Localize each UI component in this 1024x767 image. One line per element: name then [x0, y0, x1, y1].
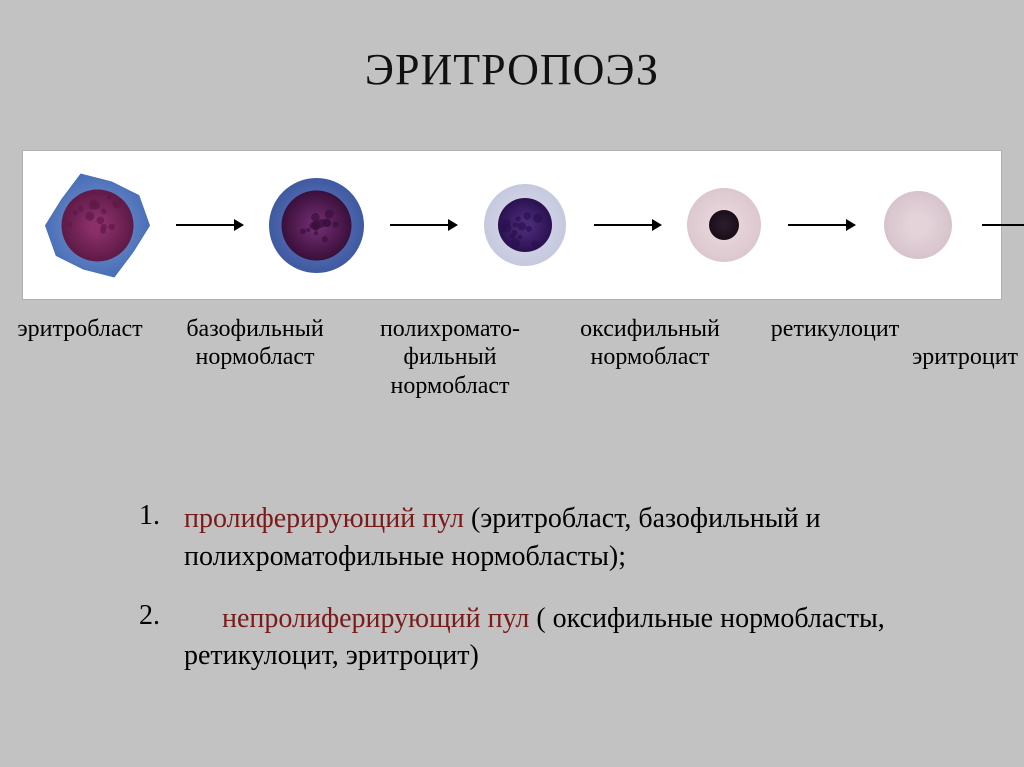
arrow-icon: [172, 215, 246, 235]
cell-label-polychromatophilic-normoblast: полихромато-фильныйнормобласт: [355, 315, 545, 400]
cell-basophilic-normoblast: [246, 150, 386, 300]
arrow-icon: [784, 215, 858, 235]
cell-label-oxyphilic-normoblast: оксифильныйнормобласт: [555, 315, 745, 372]
list-body: непролиферирующий пул ( оксифильные норм…: [184, 600, 890, 676]
list-item: 1. пролиферирующий пул (эритробласт, баз…: [110, 500, 890, 576]
list-item: 2. непролиферирующий пул ( оксифильные н…: [110, 600, 890, 676]
cell-reticulocyte: [858, 150, 978, 300]
page-title: ЭРИТРОПОЭЗ: [0, 44, 1024, 95]
cell-erythroblast: [22, 150, 172, 300]
arrow-icon: [590, 215, 664, 235]
list-highlight: непролиферирующий пул: [222, 603, 536, 634]
cell-labels: эритробластбазофильныйнормобластполихром…: [0, 315, 1024, 435]
list-body: пролиферирующий пул (эритробласт, базофи…: [184, 500, 890, 576]
slide: ЭРИТРОПОЭЗ эритробластбазофильныйнормобл…: [0, 0, 1024, 767]
cell-oxyphilic-normoblast: [664, 150, 784, 300]
cell-polychromatophilic-normoblast: [460, 150, 590, 300]
cell-sequence: [22, 150, 1002, 300]
cell-label-basophilic-normoblast: базофильныйнормобласт: [165, 315, 345, 372]
cell-label-erythroblast: эритробласт: [0, 315, 160, 343]
list-highlight: пролиферирующий пул: [184, 503, 471, 534]
arrow-icon: [978, 215, 1024, 235]
list: 1. пролиферирующий пул (эритробласт, баз…: [110, 500, 890, 699]
list-number: 2.: [110, 600, 184, 676]
cell-label-reticulocyte: ретикулоцит: [755, 315, 915, 343]
cell-label-erythrocyte: эритроцит: [905, 343, 1024, 371]
arrow-icon: [386, 215, 460, 235]
list-number: 1.: [110, 500, 184, 576]
